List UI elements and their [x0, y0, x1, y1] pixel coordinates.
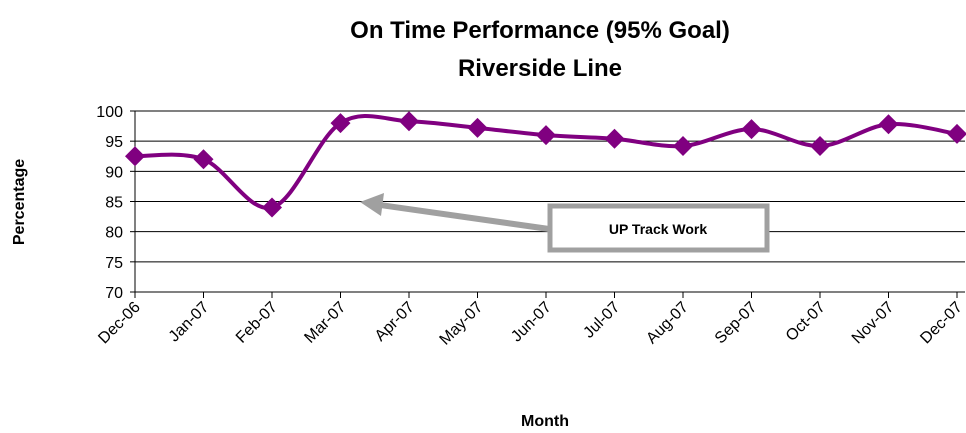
data-marker: [536, 125, 556, 146]
x-tick-label: Dec-07: [917, 299, 966, 348]
data-marker: [604, 128, 625, 149]
data-marker: [947, 123, 966, 144]
annotation-text: UP Track Work: [609, 221, 708, 237]
annotation-box: [547, 203, 770, 253]
y-axis-label: Percentage: [11, 159, 28, 245]
x-tick-label: Jan-07: [166, 299, 213, 346]
data-marker: [399, 111, 419, 132]
y-tick-label: 80: [105, 225, 123, 242]
y-tick-label: 70: [105, 285, 123, 302]
x-tick-label: Jun-07: [508, 299, 555, 346]
data-marker: [262, 197, 282, 218]
x-tick-label: Dec-06: [95, 299, 144, 348]
data-marker: [125, 146, 145, 167]
data-marker: [741, 119, 762, 140]
data-marker: [467, 117, 488, 138]
x-tick-label: Apr-07: [372, 299, 418, 345]
y-tick-label: 95: [105, 134, 123, 151]
x-tick-label: Aug-07: [643, 299, 692, 348]
x-tick-label: May-07: [437, 299, 487, 349]
y-tick-label: 85: [105, 195, 123, 212]
y-tick-label: 75: [105, 255, 123, 272]
x-axis-label: Month: [521, 413, 569, 430]
data-marker: [810, 135, 830, 156]
annotation-arrowhead: [360, 193, 384, 216]
data-marker: [673, 135, 693, 156]
data-marker: [193, 149, 214, 170]
chart-title: On Time Performance (95% Goal): [350, 17, 730, 44]
data-marker: [878, 114, 899, 135]
x-tick-label: Oct-07: [783, 299, 829, 345]
x-tick-label: Sep-07: [712, 299, 761, 348]
chart-subtitle: Riverside Line: [458, 55, 622, 82]
x-tick-label: Nov-07: [849, 299, 898, 348]
y-tick-label: 100: [96, 104, 123, 121]
x-tick-label: Jul-07: [580, 299, 623, 342]
x-tick-label: Feb-07: [233, 299, 281, 347]
y-tick-label: 90: [105, 164, 123, 181]
annotation-arrow: [379, 202, 550, 232]
data-marker: [330, 113, 351, 134]
x-tick-label: Mar-07: [301, 299, 349, 347]
